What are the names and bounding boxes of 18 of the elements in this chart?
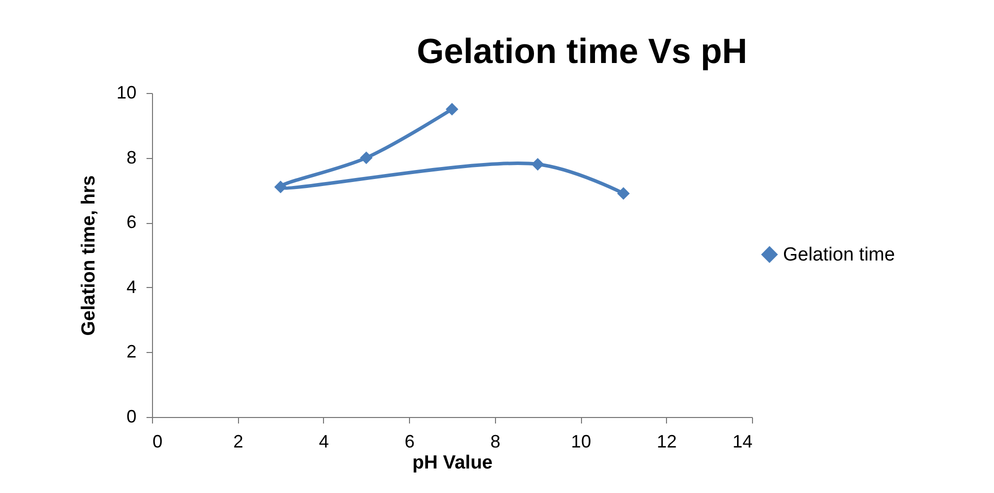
chart-title: Gelation time Vs pH <box>416 32 748 71</box>
y-axis-title: Gelation time, hrs <box>78 175 100 336</box>
y-tick-label: 4 <box>126 276 136 297</box>
legend-label: Gelation time <box>783 244 895 266</box>
x-tick-label: 0 <box>152 432 163 452</box>
y-tick-label: 8 <box>126 147 136 168</box>
y-tick-label: 0 <box>126 406 136 426</box>
x-tick-label: 6 <box>404 432 415 452</box>
x-axis-title: pH Value <box>412 452 493 474</box>
x-tick-label: 4 <box>318 432 329 452</box>
x-tick-label: 10 <box>571 432 592 452</box>
y-tick-label: 10 <box>116 82 136 102</box>
x-tick-label: 14 <box>732 432 752 452</box>
y-tick-label: 2 <box>126 342 136 362</box>
y-tick-label: 6 <box>126 212 136 232</box>
x-tick-label: 2 <box>233 432 244 452</box>
x-tick-label: 8 <box>490 432 500 452</box>
x-tick-label: 12 <box>656 432 677 452</box>
